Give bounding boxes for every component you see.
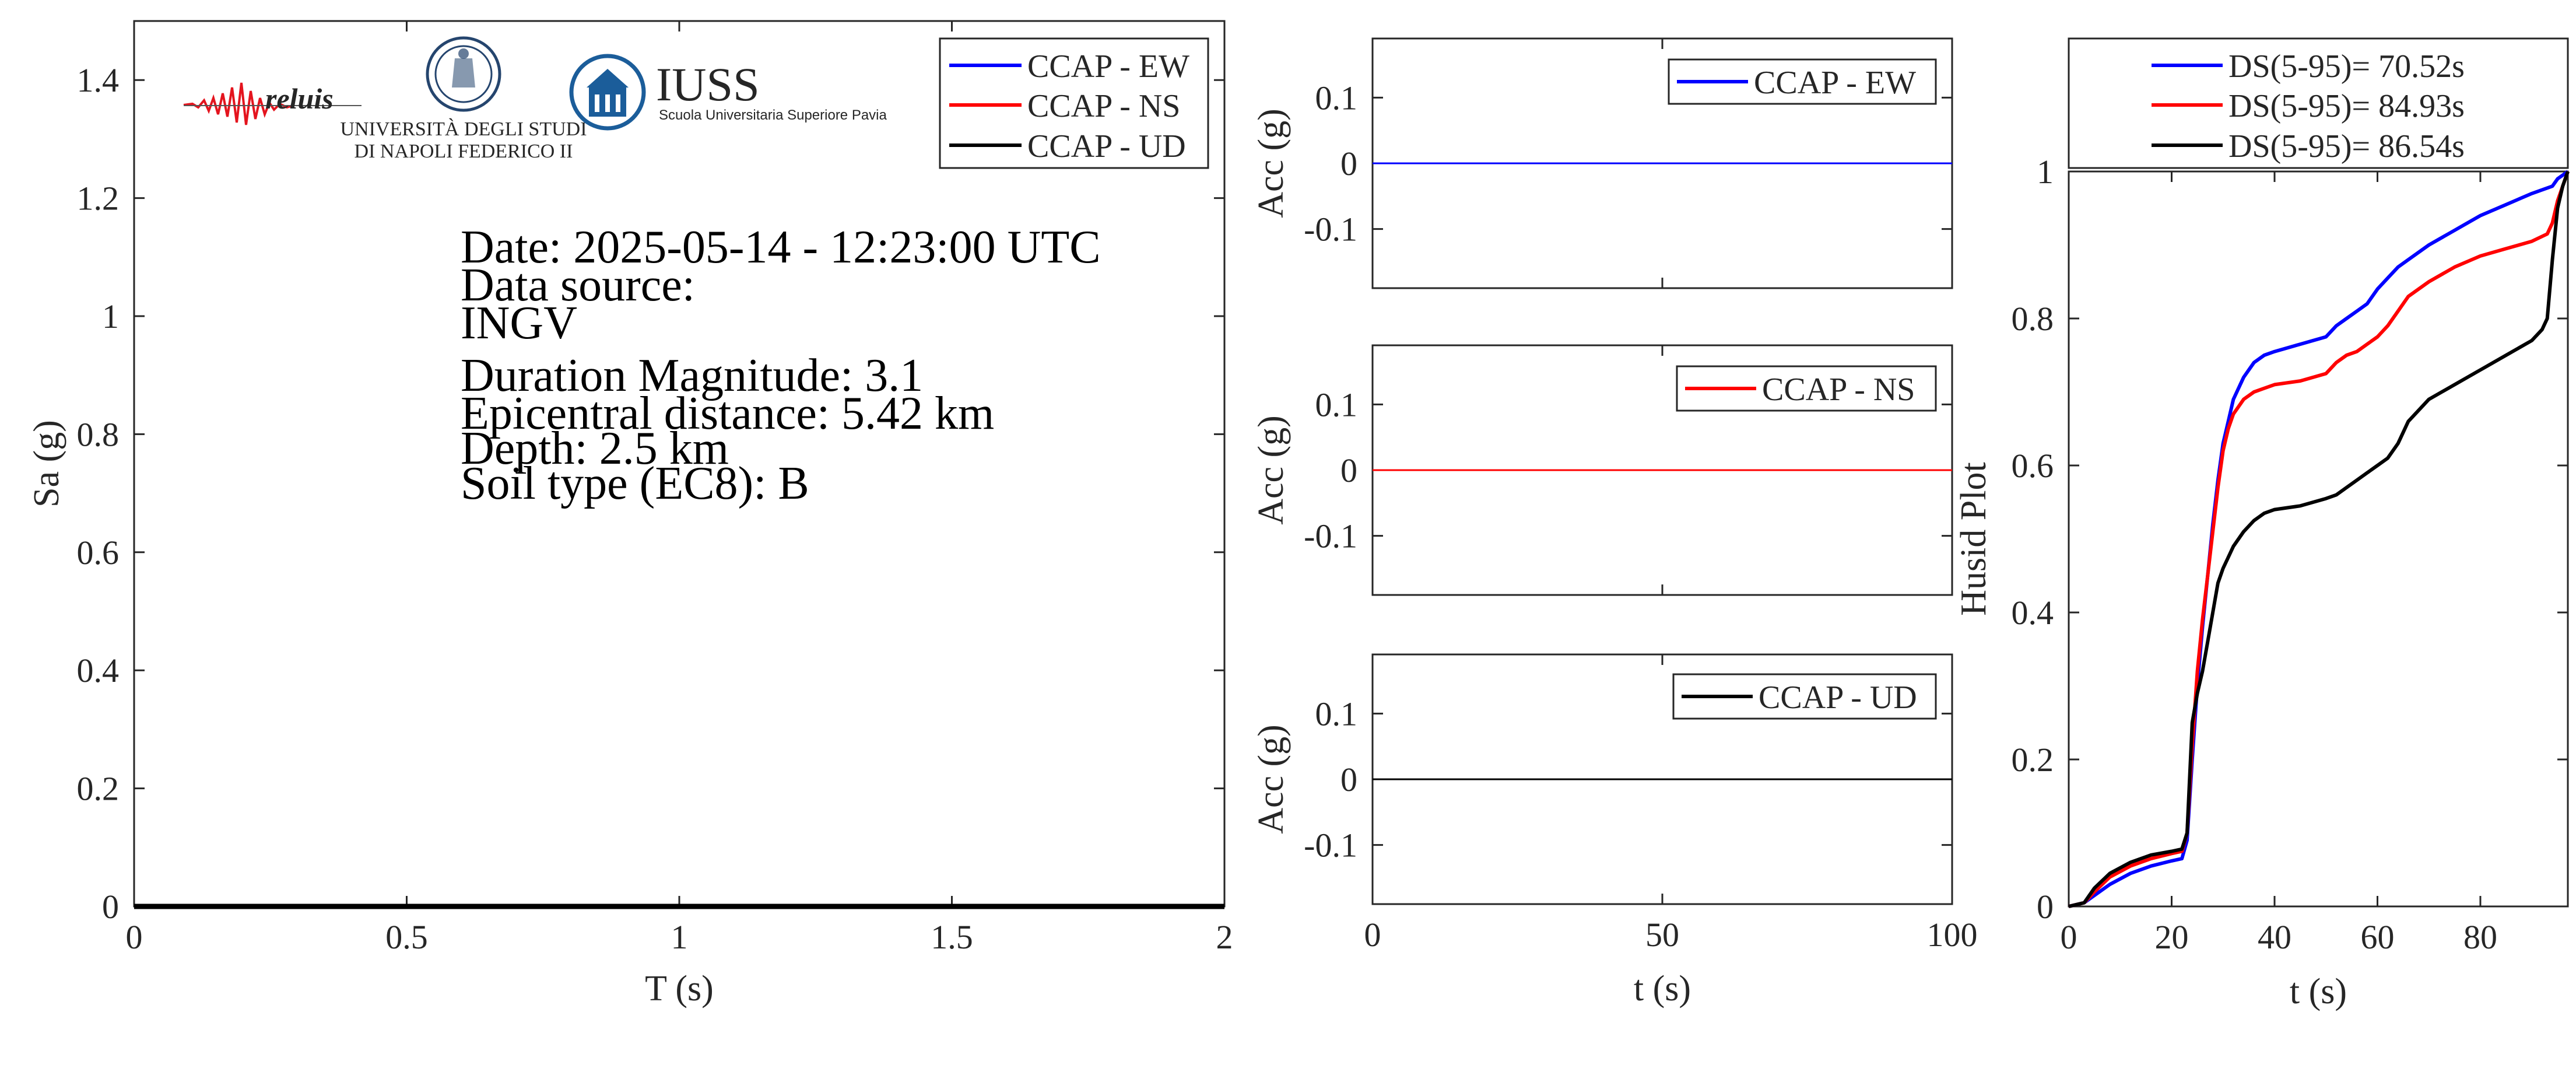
iuss-roof: [587, 69, 629, 87]
spectrum-x-label: T (s): [645, 969, 714, 1009]
husid-ytick-label: 0.8: [2012, 300, 2054, 338]
acc-ud-xtick-label: 0: [1364, 916, 1381, 954]
unina-name-line2: DI NAPOLI FEDERICO II: [355, 141, 573, 162]
spectrum-ytick-label: 0.6: [77, 534, 120, 572]
spectrum-xtick-label: 2: [1216, 918, 1233, 956]
iuss-window-3: [616, 94, 620, 112]
husid-x-label: t (s): [2290, 972, 2347, 1011]
acc-ew-y-label: Acc (g): [1251, 108, 1291, 218]
husid-panel: 0 20 40 60 80 0 0.2 0.4 0.6 0.8 1 Husid Plot t (s)…: [1954, 37, 2570, 1011]
spectrum-legend: CCAP - EW CCAP - NS CCAP - UD: [939, 37, 1209, 169]
iuss-title: IUSS: [656, 58, 760, 111]
spectrum-xtick-label: 1: [671, 918, 688, 956]
acc-ew-panel: 0.1 0 -0.1 Acc (g) CCAP - EW: [1251, 37, 1953, 289]
acc-ew-ticks: 0.1 0 -0.1: [1304, 38, 1953, 288]
husid-series-1: [2068, 170, 2569, 908]
husid-plot-frame: [2068, 170, 2569, 908]
info-soil: Soil type (EC8): B: [461, 458, 809, 509]
husid-ytick-label: 0: [2037, 888, 2054, 926]
iuss-logo: IUSS Scuola Universitaria Superiore Pavi…: [569, 54, 887, 131]
acc-ns-y-label: Acc (g): [1251, 415, 1291, 525]
acc-ns-ytick-label: -0.1: [1304, 517, 1357, 555]
husid-xtick-label: 0: [2061, 918, 2077, 956]
husid-ytick-label: 1: [2037, 153, 2054, 191]
info-source: INGV: [461, 297, 577, 349]
husid-ticks: 0 20 40 60 80 0 0.2 0.4 0.6 0.8 1: [2012, 153, 2568, 956]
husid-legend-label-ew: DS(5-95)= 70.52s: [2228, 48, 2465, 85]
acc-ew-legend-box: [1668, 58, 1937, 105]
acc-ns-ytick-label: 0: [1340, 451, 1357, 489]
acc-ew-ytick-label: -0.1: [1304, 211, 1357, 248]
spectrum-xtick-label: 0.5: [385, 918, 428, 956]
husid-ytick-label: 0.4: [2012, 594, 2054, 632]
iuss-window-2: [605, 94, 610, 112]
info-date: Date: 2025-05-14 - 12:23:00 UTC: [461, 222, 1101, 273]
acc-ud-ytick-label: 0: [1340, 761, 1357, 799]
husid-xtick-label: 60: [2360, 918, 2394, 956]
info-depth: Depth: 2.5 km: [461, 423, 729, 474]
acc-ns-ytick-label: 0.1: [1315, 386, 1358, 423]
acc-ud-ticks: 0 50 100 0.1 0 -0.1: [1304, 654, 1978, 954]
info-distance: Epicentral distance: 5.42 km: [461, 388, 994, 439]
husid-ytick-label: 0.6: [2012, 447, 2054, 485]
spectrum-y-label: Sa (g): [27, 420, 66, 507]
spectrum-xtick-label: 0: [126, 918, 143, 956]
husid-series-2: [2068, 171, 2570, 908]
husid-series-3: [2068, 171, 2570, 908]
iuss-subtitle: Scuola Universitaria Superiore Pavia: [659, 107, 887, 123]
spectrum-ytick-label: 0: [102, 888, 119, 926]
unina-seal-inner: [434, 45, 493, 103]
husid-legend-label-ns: DS(5-95)= 84.93s: [2228, 88, 2465, 124]
unina-seal-figure: [452, 58, 475, 87]
husid-xtick-label: 20: [2154, 918, 2188, 956]
reluis-wordmark: reluis: [265, 82, 334, 115]
spectrum-ytick-label: 1: [102, 297, 119, 335]
spectrum-ytick-label: 0.2: [77, 770, 120, 808]
acc-ud-ytick-label: 0.1: [1315, 695, 1358, 733]
acc-ns-legend-label: CCAP - NS: [1762, 372, 1915, 408]
spectrum-ytick-label: 1.4: [77, 61, 120, 99]
acc-ud-legend-label: CCAP - UD: [1759, 680, 1917, 716]
legend-label-ud: CCAP - UD: [1027, 128, 1186, 164]
iuss-window-1: [595, 94, 599, 112]
spectrum-ytick-label: 1.2: [77, 180, 120, 218]
acc-ew-legend-label: CCAP - EW: [1754, 65, 1916, 101]
acc-ud-x-label: t (s): [1634, 969, 1691, 1009]
acc-ud-xtick-label: 100: [1927, 916, 1978, 954]
spectrum-xtick-label: 1.5: [931, 918, 973, 956]
husid-y-label: Husid Plot: [1954, 462, 1994, 616]
husid-xtick-label: 40: [2258, 918, 2291, 956]
info-source-label: Data source:: [461, 260, 695, 311]
unina-logo: UNIVERSITÀ DEGLI STUDI DI NAPOLI FEDERIC…: [340, 36, 587, 162]
reluis-logo: reluis: [183, 82, 362, 125]
acc-ud-panel: 0 50 100 0.1 0 -0.1 Acc (g) t (s) CCAP - UD: [1251, 653, 1978, 1009]
legend-label-ew: CCAP - EW: [1027, 48, 1189, 85]
spectrum-panel: 0 0.5 1 1.5 2 0 0.2 0.4 0.6 0.8 1 1.2 1.4 T (s) Sa (…: [27, 20, 1233, 1009]
unina-name-line1: UNIVERSITÀ DEGLI STUDI: [340, 118, 587, 140]
acc-ns-panel: 0.1 0 -0.1 Acc (g) CCAP - NS: [1251, 344, 1953, 596]
spectrum-ytick-label: 0.4: [77, 652, 120, 689]
acc-ew-ytick-label: 0: [1340, 145, 1357, 183]
info-magnitude: Duration Magnitude: 3.1: [461, 350, 923, 401]
spectrum-ytick-label: 0.8: [77, 415, 120, 453]
husid-xtick-label: 80: [2463, 918, 2497, 956]
spectrum-ticks: 0 0.5 1 1.5 2 0 0.2 0.4 0.6 0.8 1 1.2 1.4: [77, 21, 1233, 956]
husid-series: [2068, 170, 2570, 908]
acc-ud-y-label: Acc (g): [1251, 724, 1291, 834]
legend-label-ns: CCAP - NS: [1027, 88, 1180, 124]
acc-ns-ticks: 0.1 0 -0.1: [1304, 345, 1953, 595]
unina-seal-head: [458, 48, 469, 59]
event-info: Date: 2025-05-14 - 12:23:00 UTC Data sou…: [461, 222, 1101, 509]
acc-ud-ytick-label: -0.1: [1304, 827, 1357, 864]
iuss-emblem-icon: [569, 54, 646, 131]
husid-legend-label-ud: DS(5-95)= 86.54s: [2228, 128, 2465, 164]
acc-ud-xtick-label: 50: [1645, 916, 1679, 954]
acc-ew-ytick-label: 0.1: [1315, 79, 1358, 117]
husid-ytick-label: 0.2: [2012, 741, 2054, 779]
